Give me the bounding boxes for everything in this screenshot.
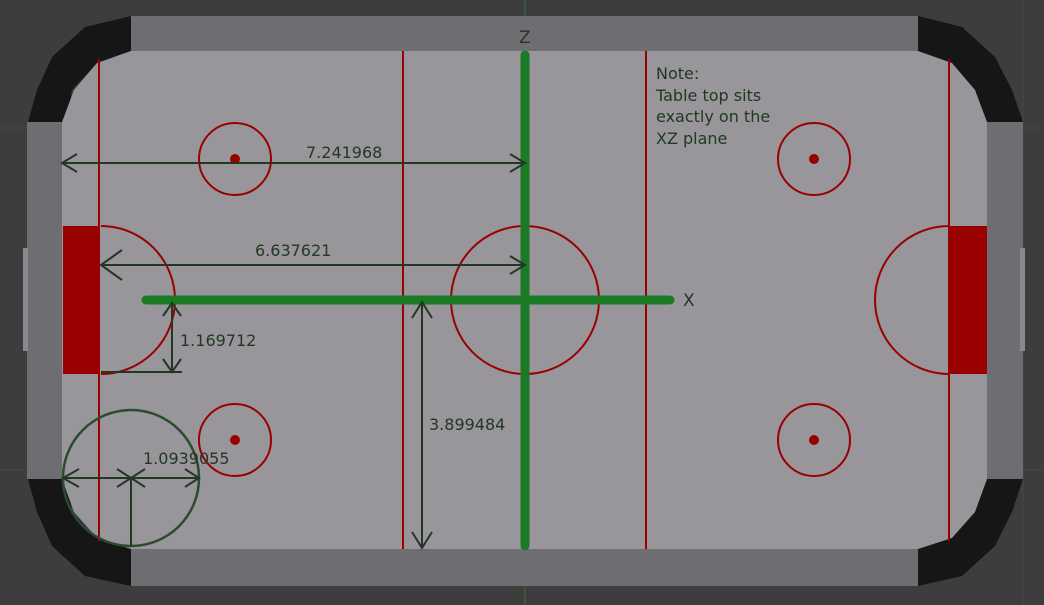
corner-top-left bbox=[28, 16, 131, 122]
faceoff-circle-top-right bbox=[777, 122, 851, 196]
faceoff-circle-bottom-left bbox=[198, 403, 272, 477]
faceoff-circle-bottom-right bbox=[777, 403, 851, 477]
dimension-lines bbox=[60, 153, 527, 550]
goal-crease-right bbox=[874, 225, 950, 375]
bottom-rail bbox=[131, 546, 918, 586]
svg-text:Table top sits: Table top sits bbox=[655, 86, 761, 105]
svg-text:exactly on the: exactly on the bbox=[656, 107, 770, 126]
dimension-half-width: 3.899484 bbox=[429, 415, 505, 434]
svg-text:XZ plane: XZ plane bbox=[656, 129, 727, 148]
dimension-goal-half-width: 1.169712 bbox=[180, 331, 256, 350]
dimension-half-length-goal: 6.637621 bbox=[255, 241, 331, 260]
left-rail-tab bbox=[23, 248, 28, 351]
dimension-half-length-outer: 7.241968 bbox=[306, 143, 382, 162]
corner-bottom-right bbox=[918, 479, 1023, 586]
top-rail bbox=[131, 16, 918, 54]
faceoff-dots bbox=[230, 154, 819, 445]
z-axis-label: Z bbox=[519, 28, 531, 48]
left-rail bbox=[27, 122, 67, 479]
corner-bottom-left bbox=[28, 479, 131, 586]
goal-right bbox=[949, 226, 987, 374]
faceoff-circle-top-left bbox=[198, 122, 272, 196]
corner-top-right bbox=[918, 16, 1023, 122]
svg-text:Note:: Note: bbox=[656, 64, 699, 83]
x-axis-label: X bbox=[683, 291, 695, 311]
right-rail bbox=[985, 122, 1023, 479]
note-text: Note: Table top sits exactly on the XZ p… bbox=[655, 64, 770, 148]
right-rail-tab bbox=[1020, 248, 1025, 351]
goal-left bbox=[63, 226, 100, 374]
dimension-puck-radius: 1.0939055 bbox=[143, 449, 230, 468]
